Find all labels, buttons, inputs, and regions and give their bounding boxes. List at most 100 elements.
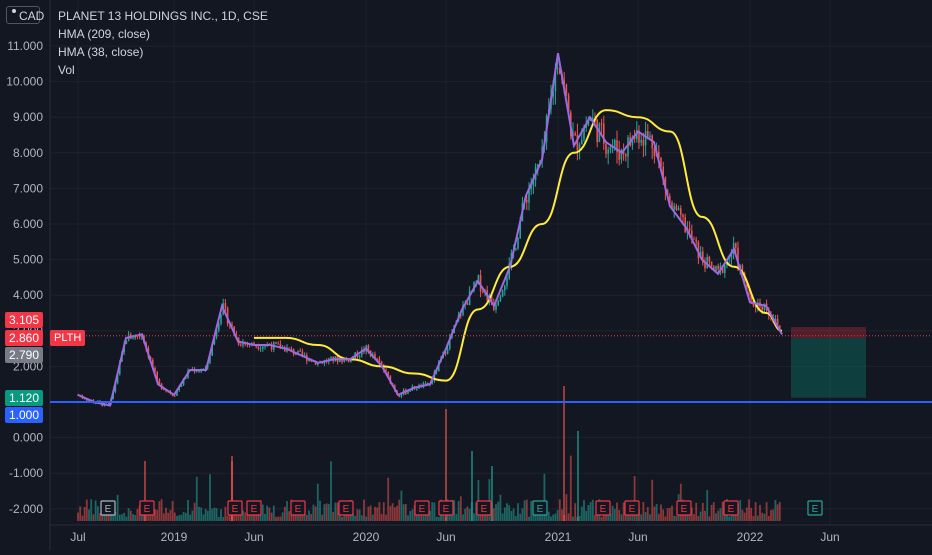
volume-bar	[572, 516, 574, 521]
earnings-badge[interactable]	[476, 500, 492, 516]
target-zone[interactable]	[791, 338, 866, 398]
volume-bar	[503, 507, 506, 521]
price-axis[interactable]: 11.000 10.000 9.000 8.000 7.000 6.000 5.000 4.0…	[6, 39, 43, 516]
volume-bar	[508, 505, 511, 521]
volume-bar	[358, 509, 361, 521]
earnings-marker[interactable]: E	[595, 500, 611, 516]
stop-zone[interactable]	[791, 327, 866, 339]
volume-bar	[695, 502, 698, 521]
horizontal-lines[interactable]	[50, 335, 932, 403]
volume-bar	[283, 506, 286, 521]
volume-bar	[651, 479, 654, 521]
volume-bar	[286, 501, 288, 521]
earnings-badge[interactable]	[100, 500, 116, 516]
candle-body	[532, 180, 535, 186]
earnings-letter: E	[681, 504, 688, 515]
time-axis[interactable]: Jul 2019 Jun 2020 Jun 2021 Jun 2022 Jun	[70, 530, 839, 544]
earnings-badge[interactable]	[807, 500, 823, 516]
candle-body	[233, 326, 235, 335]
earnings-marker[interactable]: E	[139, 500, 155, 516]
volume-bar	[754, 502, 757, 521]
earnings-badge[interactable]	[290, 500, 306, 516]
candle-body	[400, 395, 403, 397]
candle-body	[721, 265, 724, 273]
candle-body	[517, 238, 519, 249]
volume-bar	[492, 508, 495, 521]
earnings-badge[interactable]	[227, 500, 243, 516]
candle-body	[431, 380, 433, 384]
volume-bar	[325, 503, 328, 521]
position-tool[interactable]	[791, 327, 866, 398]
earnings-marker[interactable]: E	[676, 500, 692, 516]
earnings-badge[interactable]	[624, 500, 640, 516]
volume-bar	[226, 515, 229, 521]
earnings-badge[interactable]	[246, 500, 262, 516]
earnings-marker[interactable]: E	[414, 500, 430, 516]
candle-body	[156, 372, 158, 380]
earnings-marker[interactable]: E	[246, 500, 262, 516]
volume-bar	[202, 514, 205, 521]
indicator-hma-38[interactable]: HMA (38, close)	[58, 45, 144, 59]
y-tick-label: 0.000	[13, 431, 43, 445]
earnings-marker[interactable]: E	[100, 500, 116, 516]
candle-body	[152, 359, 154, 369]
candle-body	[462, 304, 464, 316]
volume-bar	[165, 507, 167, 521]
candle-body	[702, 251, 704, 263]
earnings-badge[interactable]	[532, 500, 548, 516]
volume-bar	[123, 512, 126, 521]
volume-bar	[90, 499, 93, 521]
candle-body	[649, 135, 651, 138]
earnings-marker[interactable]: E	[476, 500, 492, 516]
volume-bar	[488, 479, 491, 521]
volume-bar	[360, 515, 363, 521]
earnings-badge[interactable]	[723, 500, 739, 516]
volume-bar	[244, 512, 247, 521]
earnings-marker[interactable]: E	[338, 500, 354, 516]
volume-bar	[299, 510, 302, 521]
indicator-hma-209[interactable]: HMA (209, close)	[58, 27, 151, 41]
earnings-letter: E	[481, 504, 488, 515]
candle-body	[240, 344, 242, 346]
candle-body	[691, 230, 693, 239]
indicator-volume[interactable]: Vol	[58, 63, 75, 77]
volume-bar	[398, 499, 401, 521]
currency-dot-icon	[12, 9, 16, 13]
candle-body	[605, 143, 607, 154]
candle-body	[627, 137, 629, 157]
earnings-badge[interactable]	[139, 500, 155, 516]
earnings-marker[interactable]: E	[624, 500, 640, 516]
volume-bar	[112, 510, 115, 521]
earnings-badge[interactable]	[676, 500, 692, 516]
candle-body	[669, 195, 671, 203]
earnings-marker[interactable]: E	[438, 500, 454, 516]
earnings-marker[interactable]: E	[227, 500, 243, 516]
earnings-marker[interactable]: E	[807, 500, 823, 516]
candle-body	[779, 325, 781, 331]
volume-bar	[136, 508, 139, 521]
earnings-badge[interactable]	[595, 500, 611, 516]
volume-bar	[642, 501, 645, 521]
volume-spike	[445, 409, 447, 521]
earnings-marker[interactable]: E	[723, 500, 739, 516]
volume-bar	[99, 512, 101, 521]
candle-body	[719, 265, 722, 270]
volume-bar	[530, 501, 533, 521]
candle-body	[585, 125, 587, 128]
earnings-badge[interactable]	[438, 500, 454, 516]
candle-body	[682, 214, 684, 218]
earnings-marker[interactable]: E	[532, 500, 548, 516]
symbol-title[interactable]: PLANET 13 HOLDINGS INC., 1D, CSE	[58, 9, 268, 23]
earnings-marker[interactable]: E	[290, 500, 306, 516]
volume-bar	[396, 505, 398, 521]
candle-body	[693, 238, 695, 240]
earnings-badge[interactable]	[414, 500, 430, 516]
earnings-badge[interactable]	[338, 500, 354, 516]
volume-bar	[198, 506, 200, 521]
volume-bar	[365, 516, 368, 521]
candle-body	[231, 324, 233, 327]
currency-button[interactable]: CAD	[6, 6, 44, 24]
